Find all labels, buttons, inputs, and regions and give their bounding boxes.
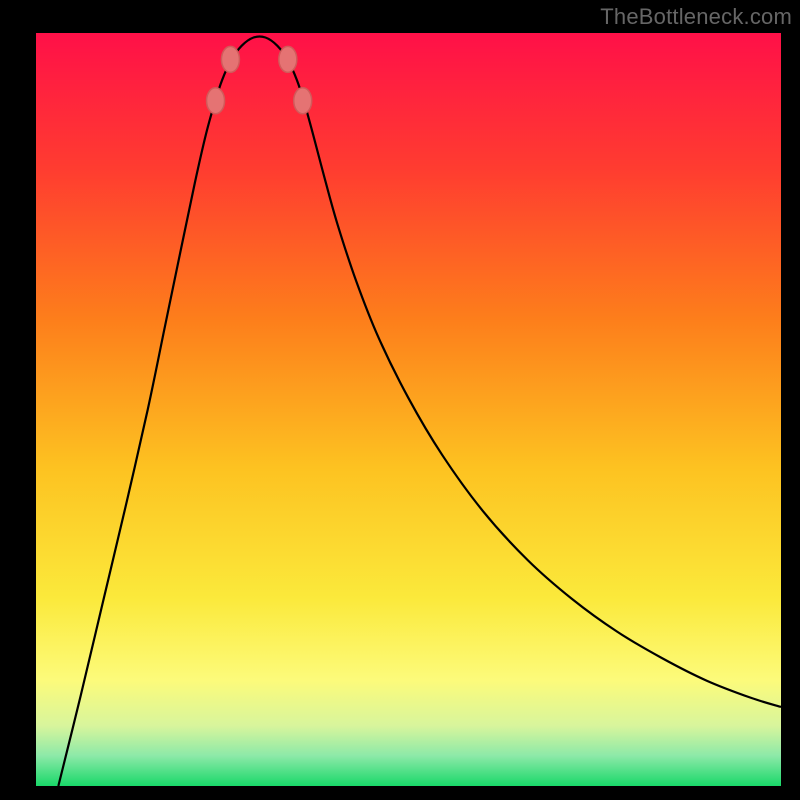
watermark-text: TheBottleneck.com [600, 4, 792, 30]
curve-marker [207, 88, 225, 114]
curve-marker [279, 46, 297, 72]
curve-marker [294, 88, 312, 114]
curve-layer [36, 33, 781, 786]
plot-area [36, 33, 781, 786]
curve-marker [221, 46, 239, 72]
bottleneck-curve [58, 36, 781, 786]
chart-canvas: TheBottleneck.com [0, 0, 800, 800]
